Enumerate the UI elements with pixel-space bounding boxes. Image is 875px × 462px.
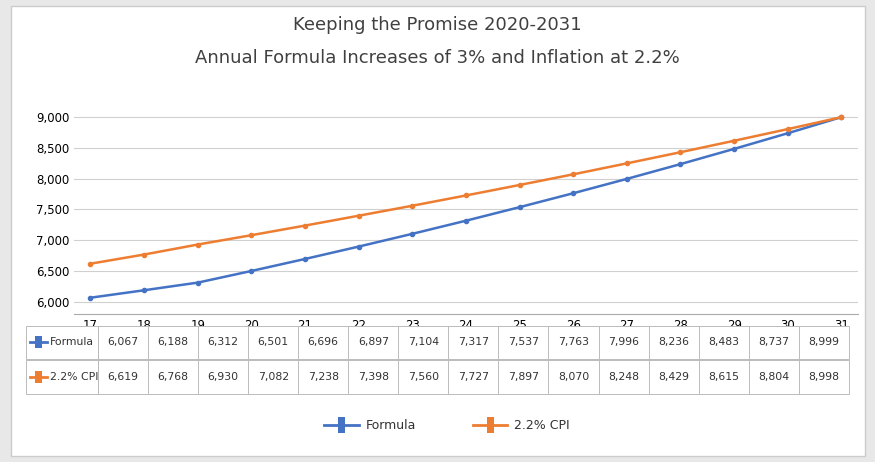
- Text: 6,930: 6,930: [207, 372, 239, 382]
- Text: 8,804: 8,804: [758, 372, 789, 382]
- Text: 2.2% CPI: 2.2% CPI: [514, 419, 570, 432]
- Text: 8,483: 8,483: [708, 337, 739, 347]
- Text: 6,897: 6,897: [358, 337, 388, 347]
- Text: 8,236: 8,236: [658, 337, 690, 347]
- Text: 7,996: 7,996: [608, 337, 639, 347]
- Text: 7,897: 7,897: [507, 372, 539, 382]
- Text: 7,537: 7,537: [507, 337, 539, 347]
- Text: Formula: Formula: [50, 337, 94, 347]
- Text: 7,763: 7,763: [558, 337, 589, 347]
- Text: 7,727: 7,727: [458, 372, 489, 382]
- Text: Formula: Formula: [366, 419, 416, 432]
- Text: 8,998: 8,998: [808, 372, 839, 382]
- Text: 8,737: 8,737: [758, 337, 789, 347]
- Text: 8,615: 8,615: [708, 372, 739, 382]
- Text: 6,501: 6,501: [257, 337, 289, 347]
- Text: 7,082: 7,082: [257, 372, 289, 382]
- Text: 2.2% CPI: 2.2% CPI: [50, 372, 98, 382]
- Text: 7,238: 7,238: [308, 372, 339, 382]
- Text: 6,619: 6,619: [108, 372, 138, 382]
- Text: Keeping the Promise 2020-2031: Keeping the Promise 2020-2031: [293, 16, 582, 34]
- Text: 6,768: 6,768: [158, 372, 189, 382]
- Text: 8,070: 8,070: [558, 372, 589, 382]
- Text: 6,067: 6,067: [108, 337, 138, 347]
- Text: 7,104: 7,104: [408, 337, 439, 347]
- Text: 6,696: 6,696: [308, 337, 339, 347]
- Text: 6,188: 6,188: [158, 337, 189, 347]
- Text: 8,248: 8,248: [608, 372, 639, 382]
- Text: 8,429: 8,429: [658, 372, 690, 382]
- Text: 8,999: 8,999: [808, 337, 839, 347]
- Text: 6,312: 6,312: [207, 337, 239, 347]
- Text: 7,317: 7,317: [458, 337, 489, 347]
- Text: 7,398: 7,398: [358, 372, 388, 382]
- Text: 7,560: 7,560: [408, 372, 439, 382]
- Text: Annual Formula Increases of 3% and Inflation at 2.2%: Annual Formula Increases of 3% and Infla…: [195, 49, 680, 67]
